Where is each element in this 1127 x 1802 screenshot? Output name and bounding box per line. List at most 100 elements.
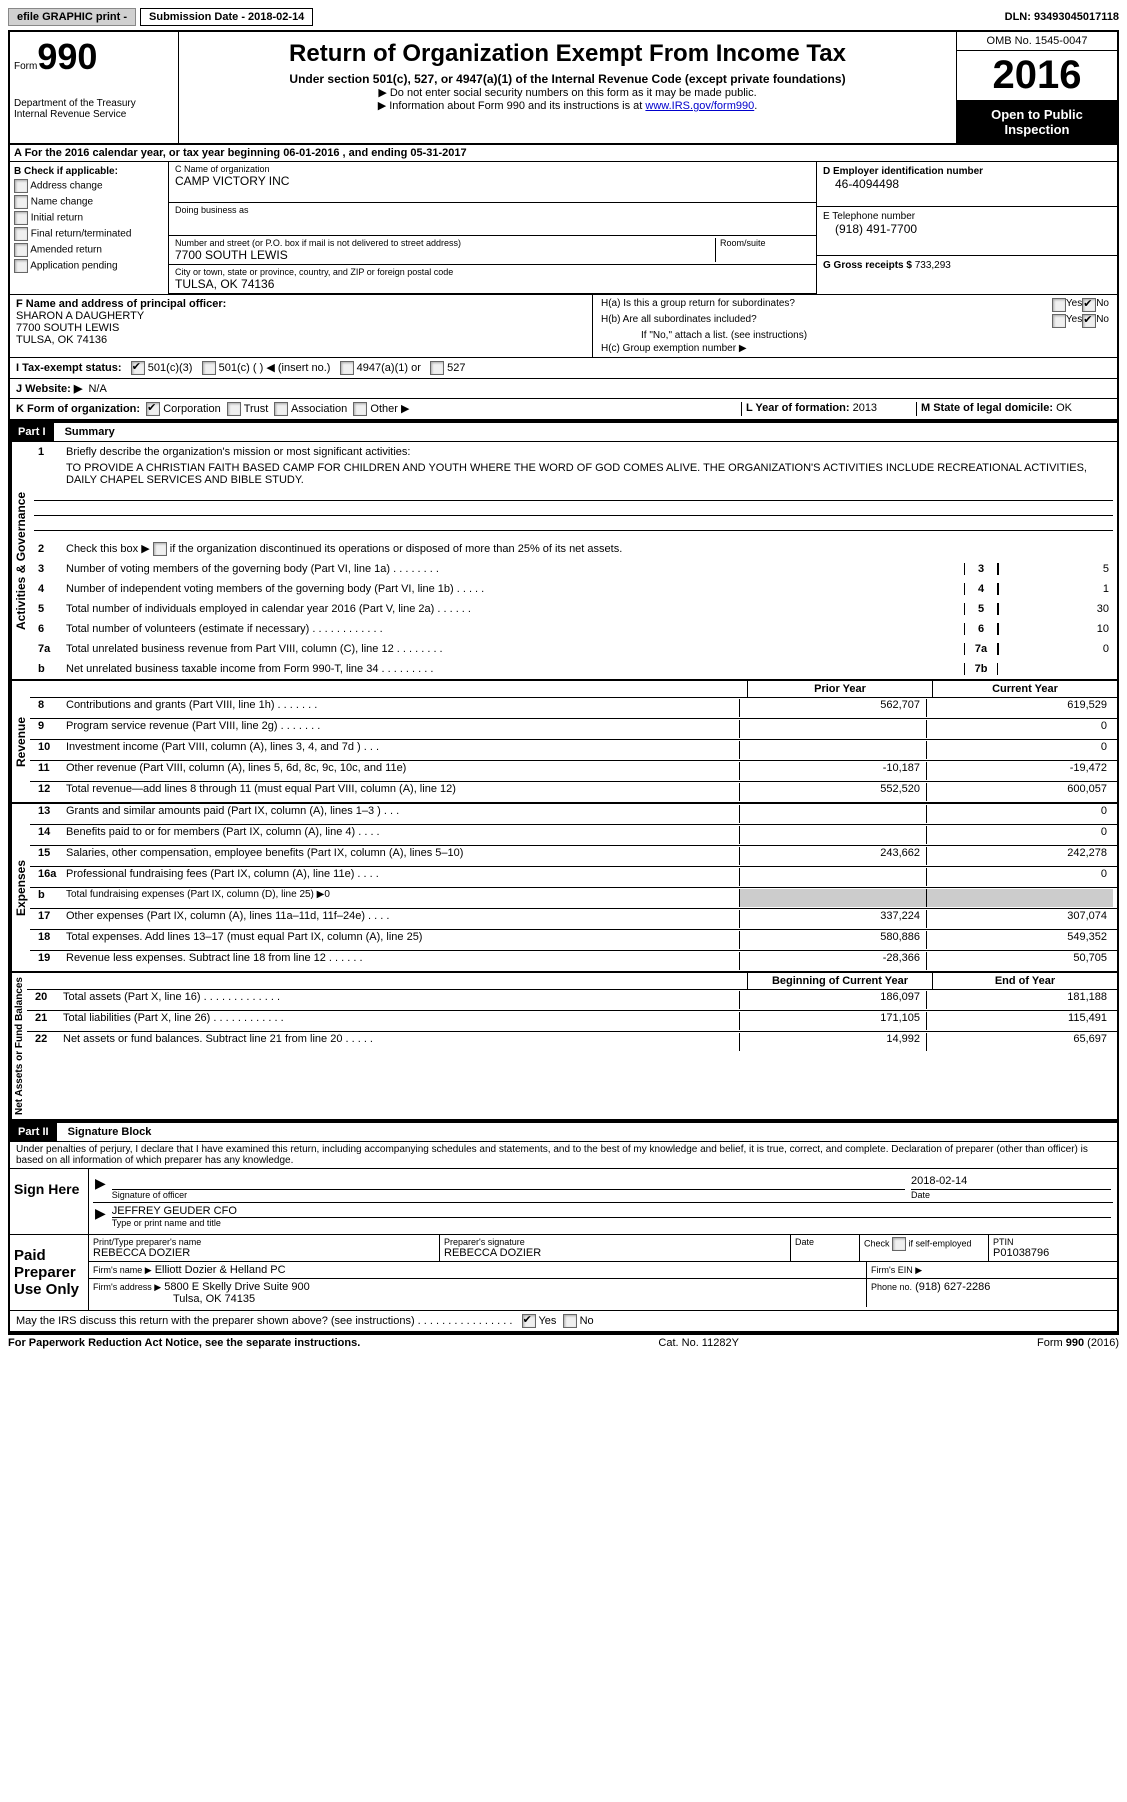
prep-name: REBECCA DOZIER	[93, 1247, 435, 1259]
cb-527[interactable]	[430, 361, 444, 375]
footer-center: Cat. No. 11282Y	[658, 1337, 739, 1349]
cb-4947[interactable]	[340, 361, 354, 375]
paid-label: Paid Preparer Use Only	[10, 1235, 89, 1310]
efile-button[interactable]: efile GRAPHIC print -	[8, 8, 136, 26]
k-l-m-row: K Form of organization: Corporation Trus…	[10, 398, 1117, 421]
data-line: 20Total assets (Part X, line 16) . . . .…	[27, 990, 1117, 1010]
summary-line: bNet unrelated business taxable income f…	[30, 659, 1117, 679]
h-section: H(a) Is this a group return for subordin…	[593, 295, 1117, 357]
cb-501c3[interactable]	[131, 361, 145, 375]
summary-line: 3Number of voting members of the governi…	[30, 559, 1117, 579]
discuss-row: May the IRS discuss this return with the…	[10, 1311, 1117, 1331]
officer-label: F Name and address of principal officer:	[16, 298, 586, 310]
m-value: OK	[1056, 402, 1072, 414]
expenses-section: Expenses 13Grants and similar amounts pa…	[10, 804, 1117, 973]
officer-name: SHARON A DAUGHERTY	[16, 310, 586, 322]
summary-line: 4Number of independent voting members of…	[30, 579, 1117, 599]
hb-yes[interactable]	[1052, 314, 1066, 328]
omb-number: OMB No. 1545-0047	[957, 32, 1117, 51]
tax-year: 2016	[957, 51, 1117, 101]
data-line: 9Program service revenue (Part VIII, lin…	[30, 718, 1117, 739]
gross: 733,293	[915, 260, 951, 271]
officer-addr1: 7700 SOUTH LEWIS	[16, 322, 586, 334]
cb-corp[interactable]	[146, 402, 160, 416]
summary-line: 5Total number of individuals employed in…	[30, 599, 1117, 619]
ha-no[interactable]	[1082, 298, 1096, 312]
data-line: 22Net assets or fund balances. Subtract …	[27, 1031, 1117, 1052]
cb-name[interactable]: Name change	[14, 195, 164, 209]
balances-section: Net Assets or Fund Balances Beginning of…	[10, 973, 1117, 1121]
begin-header: Beginning of Current Year	[747, 973, 932, 989]
data-line: 16aProfessional fundraising fees (Part I…	[30, 866, 1117, 887]
form-subtitle: Under section 501(c), 527, or 4947(a)(1)…	[187, 72, 948, 86]
data-line: 19Revenue less expenses. Subtract line 1…	[30, 950, 1117, 971]
data-line: 14Benefits paid to or for members (Part …	[30, 824, 1117, 845]
dln: DLN: 93493045017118	[1005, 11, 1119, 23]
cb-self-employed[interactable]	[892, 1237, 906, 1251]
part1-title: Summary	[57, 426, 115, 438]
data-line: 15Salaries, other compensation, employee…	[30, 845, 1117, 866]
hc-text: H(c) Group exemption number ▶	[601, 343, 1109, 354]
discuss-no[interactable]	[563, 1314, 577, 1328]
prep-sig: REBECCA DOZIER	[444, 1247, 786, 1259]
cb-amended[interactable]: Amended return	[14, 243, 164, 257]
penalty-text: Under penalties of perjury, I declare th…	[10, 1142, 1117, 1168]
cb-final[interactable]: Final return/terminated	[14, 227, 164, 241]
sig-officer-label: Signature of officer	[112, 1190, 905, 1200]
revenue-section: Revenue Prior Year Current Year 8Contrib…	[10, 681, 1117, 804]
part2-label: Part II	[10, 1123, 57, 1141]
current-header: Current Year	[932, 681, 1117, 697]
org-name-label: C Name of organization	[175, 164, 810, 174]
sign-here-label: Sign Here	[10, 1169, 89, 1234]
note-info: ▶ Information about Form 990 and its ins…	[187, 99, 948, 112]
header-center: Return of Organization Exempt From Incom…	[179, 32, 956, 143]
hb-no[interactable]	[1082, 314, 1096, 328]
note-ssn: ▶ Do not enter social security numbers o…	[187, 86, 948, 99]
summary-line: 6Total number of volunteers (estimate if…	[30, 619, 1117, 639]
firm-addr: 5800 E Skelly Drive Suite 900	[164, 1281, 310, 1293]
expenses-label: Expenses	[10, 804, 30, 971]
cb-address[interactable]: Address change	[14, 179, 164, 193]
cb-pending[interactable]: Application pending	[14, 259, 164, 273]
data-line: 12Total revenue—add lines 8 through 11 (…	[30, 781, 1117, 802]
cb-501c[interactable]	[202, 361, 216, 375]
data-line: 13Grants and similar amounts paid (Part …	[30, 804, 1117, 824]
org-addr: 7700 SOUTH LEWIS	[175, 248, 715, 262]
l-value: 2013	[853, 402, 877, 414]
website-value: N/A	[88, 383, 106, 395]
data-line: 11Other revenue (Part VIII, column (A), …	[30, 760, 1117, 781]
cb-other[interactable]	[353, 402, 367, 416]
cb-discontinued[interactable]	[153, 542, 167, 556]
cb-assoc[interactable]	[274, 402, 288, 416]
check-b-header: B Check if applicable:	[14, 166, 164, 177]
cb-initial[interactable]: Initial return	[14, 211, 164, 225]
officer-typed-name: JEFFREY GEUDER CFO	[112, 1205, 1111, 1218]
part1-header: Part I Summary	[10, 421, 1117, 442]
phone: (918) 491-7700	[823, 222, 1111, 236]
website-label: J Website: ▶	[16, 383, 82, 395]
top-bar: efile GRAPHIC print - Submission Date - …	[8, 8, 1119, 26]
governance-section: Activities & Governance 1Briefly describ…	[10, 442, 1117, 681]
governance-label: Activities & Governance	[10, 442, 30, 679]
ptin: P01038796	[993, 1247, 1113, 1259]
form-header: Form990 Department of the Treasury Inter…	[10, 32, 1117, 145]
prior-header: Prior Year	[747, 681, 932, 697]
data-line: 21Total liabilities (Part X, line 26) . …	[27, 1010, 1117, 1031]
mission-label: Briefly describe the organization's miss…	[66, 446, 1113, 458]
firm-name: Elliott Dozier & Helland PC	[155, 1264, 286, 1276]
form-label: Form	[14, 61, 37, 72]
cb-trust[interactable]	[227, 402, 241, 416]
city-label: City or town, state or province, country…	[175, 267, 810, 277]
data-line: 17Other expenses (Part IX, column (A), l…	[30, 908, 1117, 929]
form-number: 990	[37, 36, 97, 77]
data-line: 10Investment income (Part VIII, column (…	[30, 739, 1117, 760]
ha-yes[interactable]	[1052, 298, 1066, 312]
paid-preparer-section: Paid Preparer Use Only Print/Type prepar…	[10, 1234, 1117, 1311]
summary-line: 7aTotal unrelated business revenue from …	[30, 639, 1117, 659]
dba-label: Doing business as	[175, 205, 810, 215]
ein-label: D Employer identification number	[823, 166, 1111, 177]
discuss-yes[interactable]	[522, 1314, 536, 1328]
irs-link[interactable]: www.IRS.gov/form990	[645, 100, 754, 112]
org-city: TULSA, OK 74136	[175, 277, 810, 291]
ha-text: H(a) Is this a group return for subordin…	[601, 298, 1052, 312]
